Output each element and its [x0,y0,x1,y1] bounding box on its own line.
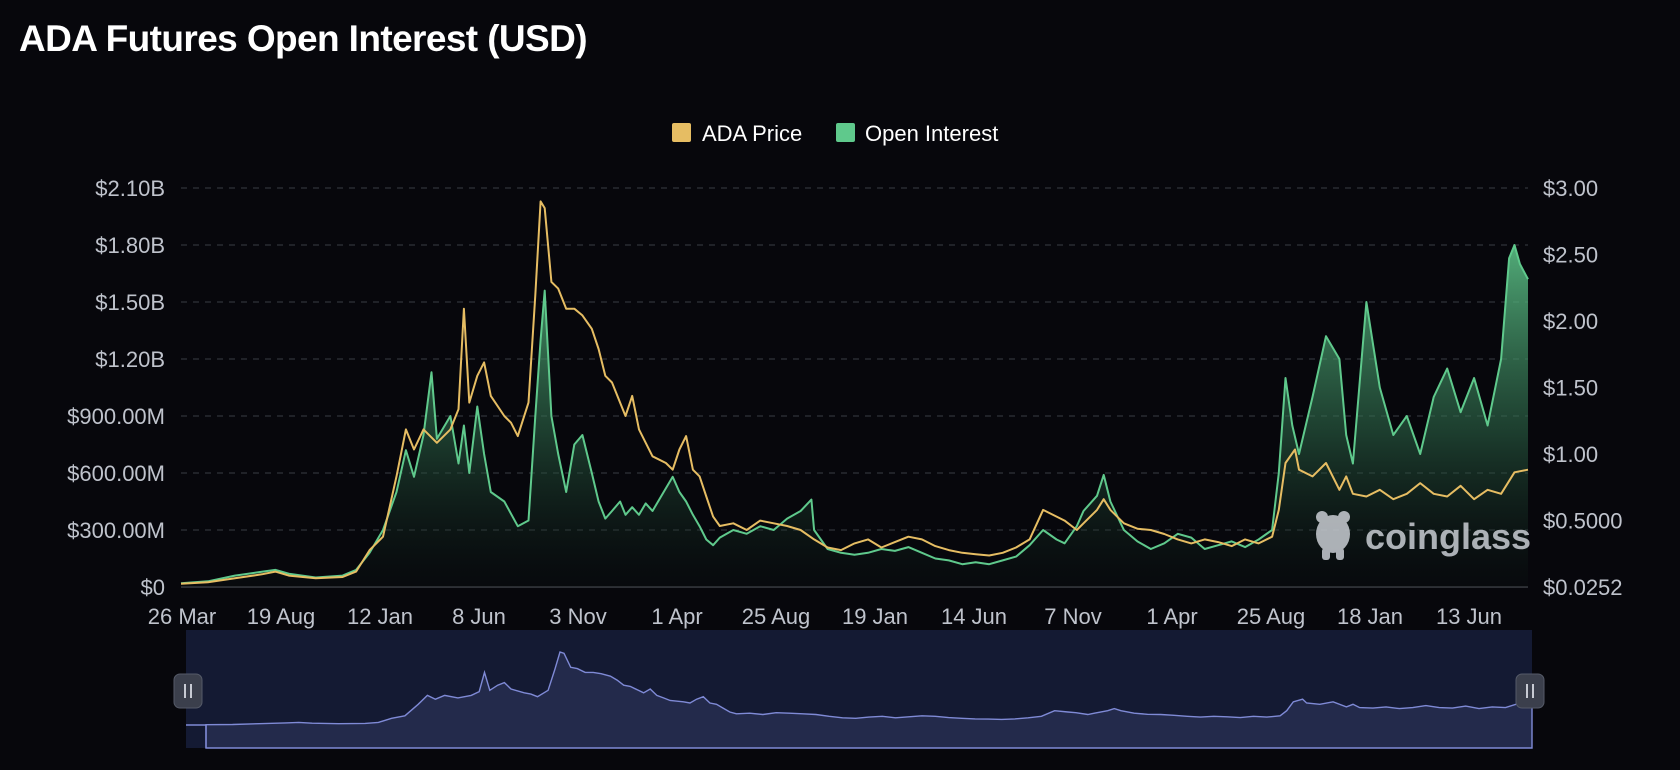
range-navigator[interactable] [173,630,1545,749]
x-tick-label: 12 Jan [347,604,413,629]
x-tick-label: 25 Aug [742,604,811,629]
legend-item-ada-price[interactable]: ADA Price [672,121,802,146]
x-tick-label: 1 Apr [651,604,702,629]
left-tick-label: $2.10B [95,176,165,201]
legend-label-ada-price: ADA Price [702,121,802,146]
right-axis: $0.0252 $0.5000 $1.00 $1.50 $2.00 $2.50 $3.00 [1543,176,1623,600]
ada-price-line [180,200,1529,585]
left-axis: $0 $300.00M $600.00M $900.00M $1.20B $1.50B $1… [67,176,165,600]
right-tick-label: $0.0252 [1543,575,1623,600]
open-interest-line [180,244,1529,585]
x-tick-label: 3 Nov [549,604,606,629]
x-tick-label: 14 Jun [941,604,1007,629]
legend: ADA Price Open Interest [672,121,998,146]
navigator-left-handle[interactable] [173,673,203,709]
page-title: ADA Futures Open Interest (USD) [19,18,588,59]
left-tick-label: $0 [141,575,165,600]
right-tick-label: $3.00 [1543,176,1598,201]
right-tick-label: $2.50 [1543,243,1598,268]
plot-area [180,200,1529,587]
navigator-series [205,651,1533,749]
right-tick-label: $1.00 [1543,442,1598,467]
x-tick-label: 8 Jun [452,604,506,629]
legend-item-open-interest[interactable]: Open Interest [836,121,998,146]
watermark-text: coinglass [1365,516,1531,557]
navigator-right-handle[interactable] [1515,673,1545,709]
legend-swatch-open-interest [836,123,855,142]
x-tick-label: 13 Jun [1436,604,1502,629]
legend-swatch-ada-price [672,123,691,142]
left-tick-label: $900.00M [67,404,165,429]
x-tick-label: 19 Jan [842,604,908,629]
left-tick-label: $1.50B [95,290,165,315]
left-tick-label: $1.20B [95,347,165,372]
watermark: coinglass [1316,511,1531,560]
x-axis: 26 Mar 19 Aug 12 Jan 8 Jun 3 Nov 1 Apr 25 Aug 1… [148,604,1502,629]
x-tick-label: 18 Jan [1337,604,1403,629]
left-tick-label: $300.00M [67,518,165,543]
x-tick-label: 1 Apr [1146,604,1197,629]
right-tick-label: $2.00 [1543,309,1598,334]
navigator-start-marker [186,724,207,748]
left-tick-label: $600.00M [67,461,165,486]
right-tick-label: $0.5000 [1543,509,1623,534]
x-tick-label: 7 Nov [1044,604,1101,629]
right-tick-label: $1.50 [1543,376,1598,401]
legend-label-open-interest: Open Interest [865,121,998,146]
x-tick-label: 26 Mar [148,604,216,629]
left-tick-label: $1.80B [95,233,165,258]
x-tick-label: 25 Aug [1237,604,1306,629]
x-tick-label: 19 Aug [247,604,316,629]
coinglass-logo-icon [1316,511,1350,560]
